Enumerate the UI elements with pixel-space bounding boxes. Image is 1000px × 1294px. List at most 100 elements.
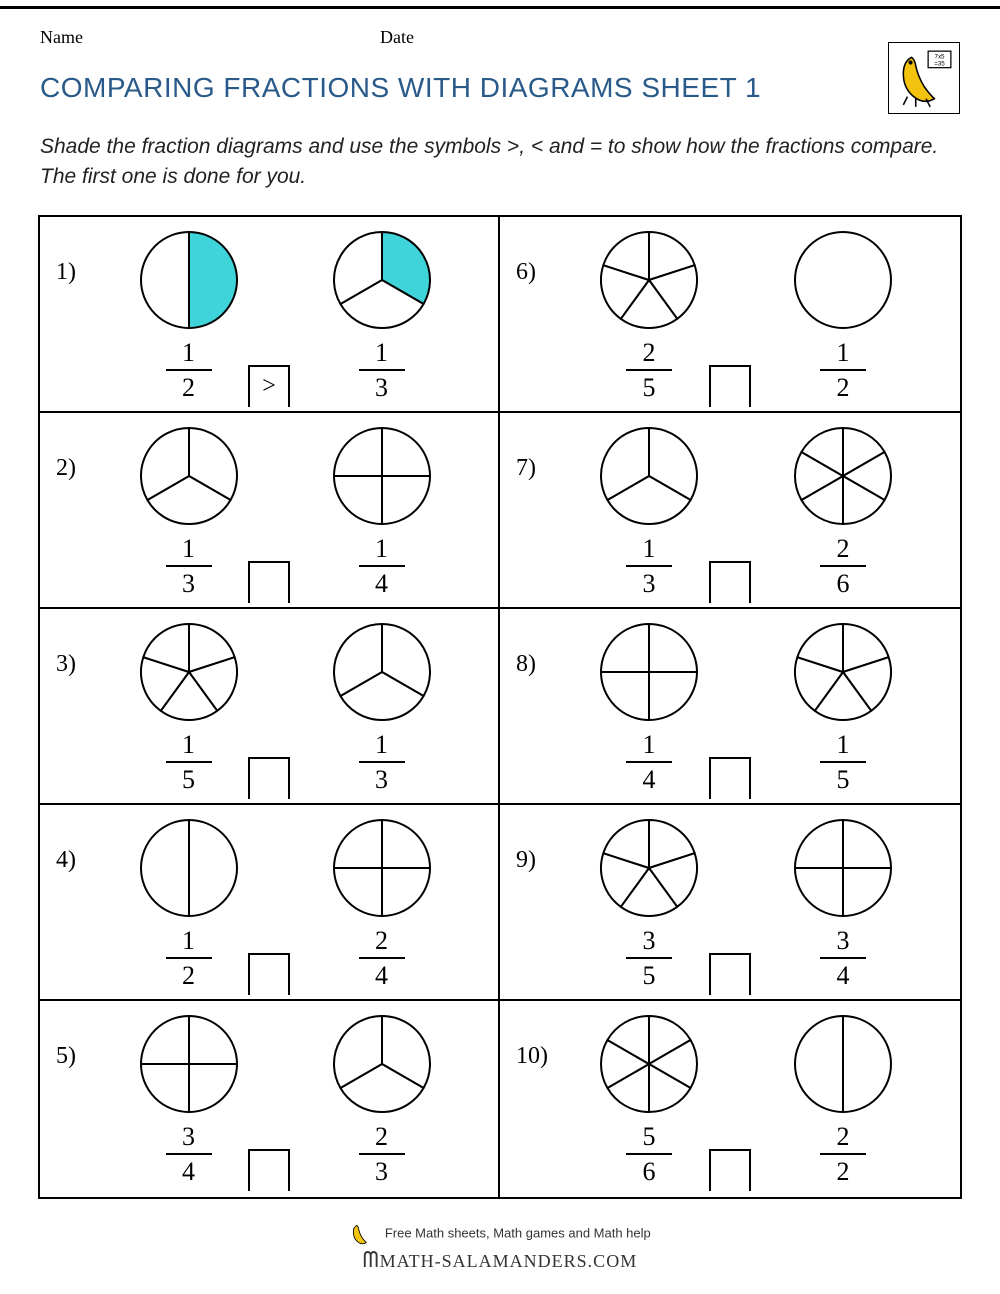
numerator: 1: [182, 928, 195, 957]
fraction-left: 13: [619, 536, 679, 597]
fraction-right: 13: [352, 340, 412, 401]
problem-number: 4): [56, 847, 76, 874]
fraction-row: 1224: [40, 923, 498, 995]
denominator: 5: [837, 763, 850, 793]
denominator: 4: [375, 959, 388, 989]
pie-row: [40, 805, 498, 923]
numerator: 1: [375, 536, 388, 565]
numerator: 1: [375, 340, 388, 369]
fraction-right: 26: [813, 536, 873, 597]
denominator: 4: [837, 959, 850, 989]
pie-left: [598, 621, 700, 723]
pie-right: [792, 425, 894, 527]
pie-left: [138, 229, 240, 331]
denominator: 3: [375, 763, 388, 793]
pie-right: [792, 621, 894, 723]
pie-row: [500, 217, 960, 335]
numerator: 2: [375, 928, 388, 957]
fraction-left: 34: [159, 1124, 219, 1185]
fraction-row: 1213>: [40, 335, 498, 407]
footer: Free Math sheets, Math games and Math he…: [0, 1221, 1000, 1273]
denominator: 6: [643, 1155, 656, 1185]
pie-row: [40, 217, 498, 335]
problem-number: 9): [516, 847, 536, 874]
pie-row: [500, 413, 960, 531]
fraction-left: 14: [619, 732, 679, 793]
denominator: 2: [182, 959, 195, 989]
compare-box[interactable]: >: [248, 365, 290, 407]
numerator: 1: [837, 340, 850, 369]
problem-cell: 5)3423: [40, 1001, 500, 1197]
fraction-right: 24: [352, 928, 412, 989]
pie-left: [138, 425, 240, 527]
pie-left: [598, 817, 700, 919]
svg-text:=35: =35: [934, 61, 945, 68]
compare-box[interactable]: [248, 953, 290, 995]
compare-box[interactable]: [709, 953, 751, 995]
numerator: 1: [182, 536, 195, 565]
fraction-row: 2512: [500, 335, 960, 407]
problem-number: 3): [56, 651, 76, 678]
fraction-right: 12: [813, 340, 873, 401]
compare-box[interactable]: [248, 1149, 290, 1191]
denominator: 6: [837, 567, 850, 597]
name-label: Name: [40, 27, 380, 48]
compare-box[interactable]: [709, 1149, 751, 1191]
denominator: 3: [375, 371, 388, 401]
pie-right: [792, 817, 894, 919]
worksheet-page: Name Date COMPARING FRACTIONS WITH DIAGR…: [0, 6, 1000, 1273]
pie-left: [598, 425, 700, 527]
numerator: 3: [643, 928, 656, 957]
compare-box[interactable]: [709, 561, 751, 603]
fraction-row: 3423: [40, 1119, 498, 1191]
header-row: Name Date: [0, 9, 1000, 48]
problem-number: 5): [56, 1043, 76, 1070]
pie-row: [40, 413, 498, 531]
compare-box[interactable]: [248, 561, 290, 603]
denominator: 2: [837, 1155, 850, 1185]
fraction-right: 15: [813, 732, 873, 793]
fraction-left: 12: [159, 928, 219, 989]
pie-right: [331, 1013, 433, 1115]
pie-row: [500, 1001, 960, 1119]
pie-left: [598, 229, 700, 331]
salamander-logo-icon: 7x5 =35: [888, 42, 960, 114]
fraction-row: 13 26: [500, 531, 960, 603]
fraction-left: 13: [159, 536, 219, 597]
problem-cell: 3)1513: [40, 609, 500, 805]
numerator: 1: [643, 732, 656, 761]
denominator: 4: [375, 567, 388, 597]
problem-cell: 7)1326: [500, 413, 960, 609]
denominator: 4: [182, 1155, 195, 1185]
pie-row: [500, 609, 960, 727]
numerator: 1: [182, 340, 195, 369]
denominator: 3: [643, 567, 656, 597]
pie-right: [331, 621, 433, 723]
problem-number: 1): [56, 259, 76, 286]
fraction-left: 35: [619, 928, 679, 989]
denominator: 5: [182, 763, 195, 793]
numerator: 1: [182, 732, 195, 761]
denominator: 3: [375, 1155, 388, 1185]
problem-cell: 9) 353 4: [500, 805, 960, 1001]
fraction-row: 1415: [500, 727, 960, 799]
fraction-right: 13: [352, 732, 412, 793]
compare-box[interactable]: [709, 365, 751, 407]
pie-left: [138, 817, 240, 919]
fraction-row: 1314: [40, 531, 498, 603]
instructions-text: Shade the fraction diagrams and use the …: [0, 114, 1000, 209]
pie-left: [138, 621, 240, 723]
fraction-right: 23: [352, 1124, 412, 1185]
numerator: 2: [375, 1124, 388, 1153]
fraction-row: 353 4: [500, 923, 960, 995]
numerator: 3: [182, 1124, 195, 1153]
svg-text:7x5: 7x5: [935, 53, 946, 60]
compare-box[interactable]: [248, 757, 290, 799]
pie-row: [500, 805, 960, 923]
compare-box[interactable]: [709, 757, 751, 799]
numerator: 2: [837, 1124, 850, 1153]
fraction-right: 14: [352, 536, 412, 597]
problem-number: 6): [516, 259, 536, 286]
problem-number: 2): [56, 455, 76, 482]
numerator: 1: [375, 732, 388, 761]
